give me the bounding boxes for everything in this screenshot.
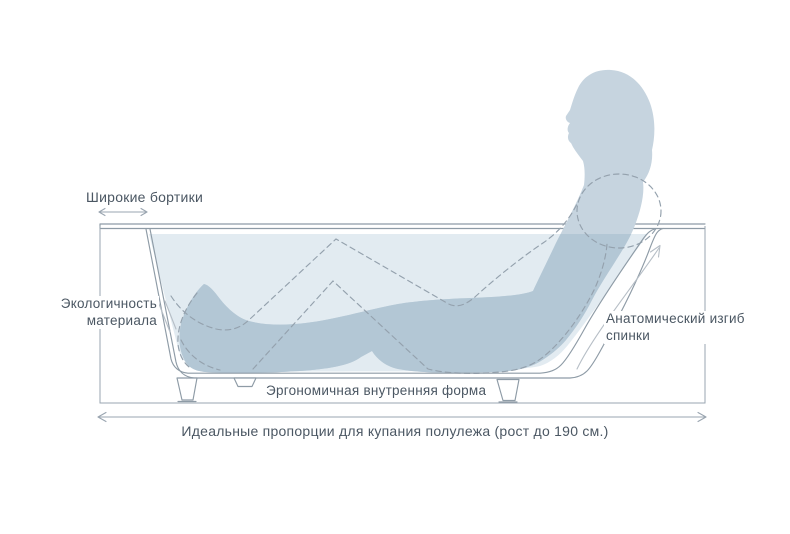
label-anatomic-back: Анатомический изгиб спинки	[604, 311, 747, 344]
eco-pointer-lines	[158, 300, 177, 333]
label-eco-material-line2: материала	[86, 312, 157, 328]
caption-proportions: Идеальные пропорции для купания полулежа…	[181, 423, 609, 439]
alt-position-calf-dashed-line	[180, 339, 221, 371]
tub-inner-wall-outline	[145, 227, 657, 374]
backrest-curve-arrow	[576, 244, 661, 370]
label-anatomic-back-line1: Анатомический изгиб	[606, 311, 745, 326]
drain-fitting	[233, 377, 257, 388]
alt-position-leg-dashed-line	[170, 203, 578, 331]
label-eco-material-line1: Экологичность	[60, 296, 157, 311]
rim-width-arrow	[98, 207, 148, 217]
length-arrow	[97, 411, 707, 423]
tub-foot-right	[496, 378, 520, 402]
tub-shell-outline	[145, 227, 664, 379]
label-ergonomic-shape: Эргономичная внутренняя форма	[264, 383, 489, 400]
label-anatomic-back-line2: спинки	[606, 327, 651, 343]
tub-foot-left	[176, 377, 198, 401]
alt-position-head-dashed-circle	[576, 173, 662, 249]
label-eco-material: Экологичность материала	[58, 296, 159, 329]
tub-outer-wall-outline	[149, 227, 664, 379]
label-wide-rims: Широкие бортики	[84, 189, 206, 206]
